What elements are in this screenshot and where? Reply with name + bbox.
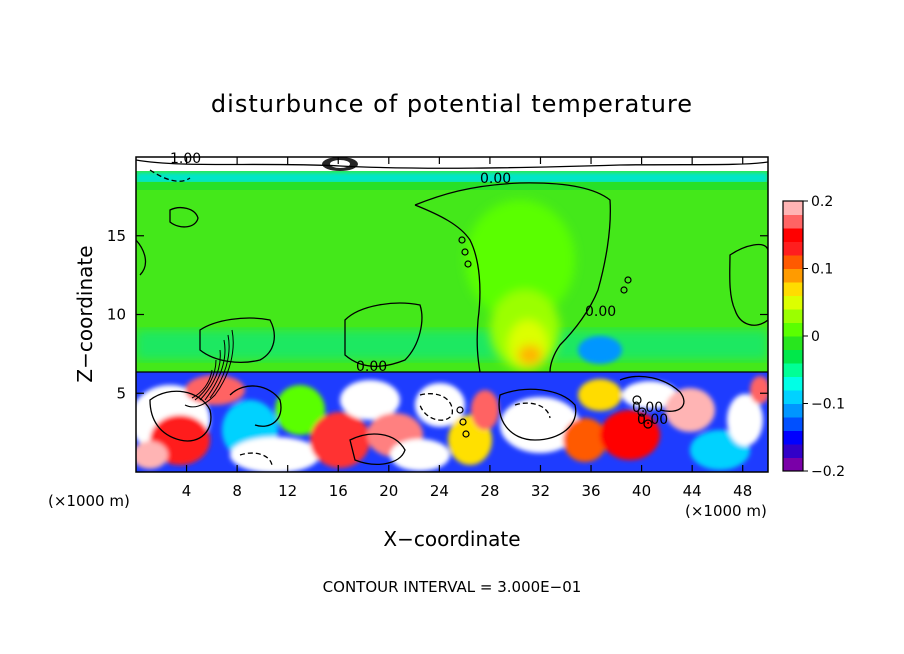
x-tick-label: 16 [329,482,348,500]
colorbar-swatch [783,417,803,431]
colorbar-swatch [783,282,803,296]
colorbar-swatch [783,322,803,337]
colorbar-swatch [783,444,803,458]
colorbar-swatch [783,336,803,350]
x-tick-label: 24 [430,482,449,500]
colorbar-swatch [783,241,803,256]
colorbar-tick-label: 0.2 [811,194,833,210]
contour-interval-note: CONTOUR INTERVAL = 3.000E−01 [323,578,582,596]
colorbar-swatch [783,201,803,215]
x-tick-label: 8 [232,482,242,500]
colorbar-swatch [783,228,803,242]
colorbar-swatch [783,255,803,269]
contour-label: 0.00 [632,400,663,416]
contour-label: 0.00 [356,359,387,375]
contour-labels: 1.00 0.00 0.00 0.00 0.00 0.00 [170,151,668,428]
x-unit-label-right: (×1000 m) [685,502,767,520]
chart-title: disturbunce of potential temperature [211,90,693,118]
colorbar [782,200,804,472]
colorbar-swatch [783,295,803,310]
colorbar-swatch [783,457,803,472]
x-axis-title: X−coordinate [383,527,520,551]
colorbar-swatch [783,309,803,323]
colorbar-swatch [783,349,803,364]
y-axis: 5 10 15 [107,227,768,402]
colorbar-swatch [783,268,803,283]
colorbar-tick-label: −0.1 [811,397,845,413]
x-tick-label: 4 [182,482,192,500]
colorbar-swatch [783,214,803,229]
y-tick-label: 15 [107,227,126,245]
colorbar-tick-label: 0 [811,329,820,345]
y-axis-title: Z−coordinate [73,245,97,382]
x-unit-label: (×1000 m) [48,492,130,510]
x-tick-label: 36 [581,482,600,500]
colorbar-swatch [783,430,803,445]
x-tick-label: 44 [683,482,702,500]
x-tick-label: 28 [480,482,499,500]
x-tick-label: 40 [632,482,651,500]
colorbar-swatch [783,390,803,404]
colorbar-ticks: 0.2 0.1 0 −0.1 −0.2 [803,194,845,480]
x-axis: 4 8 12 16 20 24 28 32 36 40 44 48 [182,157,752,500]
y-tick-label: 10 [107,306,126,324]
colorbar-swatch [783,363,803,377]
heatmap-field [136,157,768,472]
contour-label: 0.00 [637,412,668,428]
x-tick-label: 12 [278,482,297,500]
x-tick-label: 20 [379,482,398,500]
colorbar-swatch [783,376,803,391]
x-tick-label: 32 [531,482,550,500]
contour-label: 1.00 [170,151,201,167]
colorbar-tick-label: −0.2 [811,464,845,480]
contour-label: 0.00 [585,304,616,320]
colorbar-tick-label: 0.1 [811,262,833,278]
x-tick-label: 48 [733,482,752,500]
contour-label: 0.00 [480,171,511,187]
colorbar-swatch [783,403,803,418]
y-tick-label: 5 [116,384,126,402]
